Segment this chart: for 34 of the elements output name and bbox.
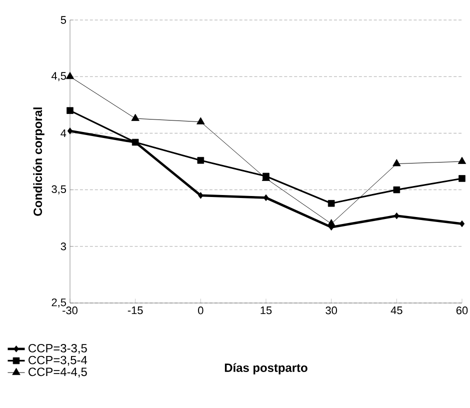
x-tick-label: 15: [260, 306, 272, 314]
x-tick-label: 30: [326, 306, 337, 314]
point: [131, 114, 140, 121]
legend-label: CCP=3-3,5: [28, 344, 87, 354]
y-tick-label: 5: [60, 16, 66, 24]
x-tick-label: 0: [198, 306, 204, 314]
x-tick-label: -15: [128, 306, 143, 314]
point: [327, 219, 336, 226]
x-tick-label: 60: [456, 306, 468, 314]
point: [328, 200, 335, 207]
point: [197, 156, 204, 164]
x-tick-label: -30: [62, 306, 78, 314]
y-tick-label: 2,5: [52, 298, 66, 308]
point: [67, 128, 73, 134]
y-tick-label: 4: [60, 129, 66, 137]
point: [458, 156, 466, 164]
x-axis-title: Días postparto: [224, 363, 308, 374]
point: [392, 159, 401, 166]
legend-label: CCP=3,5-4: [28, 356, 88, 366]
point: [196, 117, 205, 124]
y-tick-label: 3,5: [52, 185, 66, 194]
y-axis-title: Condición corporal: [33, 108, 44, 216]
y-tick-label: 4,5: [51, 72, 66, 82]
y-tick-label: 3: [60, 242, 66, 250]
point: [393, 186, 400, 194]
point: [394, 212, 400, 220]
point: [66, 72, 74, 80]
point: [458, 175, 466, 182]
point: [198, 192, 204, 199]
point: [263, 194, 269, 202]
point: [66, 107, 74, 114]
point: [459, 220, 465, 228]
x-tick-label: 45: [390, 306, 402, 314]
legend-label: CCP=4-4,5: [28, 368, 87, 378]
